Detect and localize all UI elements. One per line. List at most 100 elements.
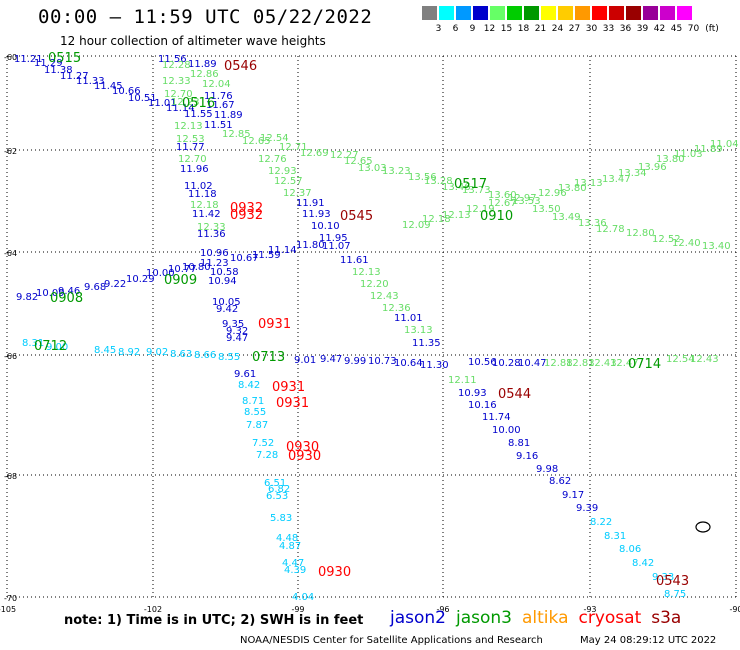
swh-label: 8.06	[619, 544, 641, 555]
swh-label: 12.47	[610, 358, 639, 369]
lat-label: -66	[4, 352, 17, 361]
satellite-legend: jason2 jason3 altika cryosat s3a	[390, 608, 691, 628]
swh-label: 11.23	[200, 258, 229, 269]
swh-label: 11.04	[710, 139, 739, 150]
legend-swatch	[490, 6, 505, 20]
legend-label: 36	[619, 24, 632, 34]
swh-label: 12.13	[352, 267, 381, 278]
swh-label: 11.89	[188, 59, 217, 70]
legend-swatch	[592, 6, 607, 20]
axis-labels: -60 -62 -64 -66 -68 -70 -105 -102 -99 -96 -93 -90	[0, 53, 740, 614]
legend-swatch	[643, 6, 658, 20]
swh-label: 11.07	[322, 241, 351, 252]
legend-label: 21	[534, 24, 547, 34]
lon-label: -105	[0, 605, 16, 614]
swh-label: 10.73	[368, 356, 397, 367]
swh-label: 11.61	[340, 255, 369, 266]
swh-label: 10.28	[492, 358, 521, 369]
swh-label: 9.98	[536, 464, 558, 475]
swh-label: 11.45	[94, 81, 123, 92]
swh-label: 10.05	[212, 297, 241, 308]
swh-label: 9.42	[216, 304, 238, 315]
legend-label: 27	[568, 24, 581, 34]
legend-swatch	[473, 6, 488, 20]
swh-label: 9.47	[320, 354, 342, 365]
swh-label: 12.27	[330, 150, 359, 161]
swh-label: 8.31	[22, 338, 44, 349]
legend-swatch	[439, 6, 454, 20]
legend-label: 33	[602, 24, 615, 34]
legend-label: 24	[551, 24, 564, 34]
swh-label: 12.43	[588, 358, 617, 369]
swh-label: 11.59	[252, 250, 281, 261]
swh-label: 11.30	[420, 360, 449, 371]
swh-label: 6.82	[268, 484, 290, 495]
lat-label: -64	[4, 249, 17, 258]
lat-label: -62	[4, 147, 17, 156]
swh-label: 12.83	[566, 358, 595, 369]
swh-label: 12.96	[538, 188, 567, 199]
satellite-legend-cryosat: cryosat	[578, 608, 642, 628]
legend-swatch	[524, 6, 539, 20]
pass-time-label: 0545	[340, 209, 373, 224]
swh-label: 12.18	[190, 200, 219, 211]
swh-label: 11.36	[197, 229, 226, 240]
swh-label: 12.65	[344, 156, 373, 167]
swh-label: 12.85	[222, 129, 251, 140]
swh-label: 12.67	[488, 198, 517, 209]
swh-label: 9.01	[294, 355, 316, 366]
swh-label: 9.47	[226, 333, 248, 344]
legend-label: 9	[469, 24, 476, 34]
swh-label: 11.29	[34, 58, 63, 69]
swh-label: 13.80	[558, 183, 587, 194]
pass-time-label: 0930	[286, 440, 319, 455]
swh-label: 12.69	[300, 148, 329, 159]
swh-label: 11.33	[76, 76, 105, 87]
lon-label: -102	[144, 605, 162, 614]
swh-label: 12.20	[360, 279, 389, 290]
swh-label: 13.23	[382, 166, 411, 177]
swh-label: 12.65	[242, 136, 271, 147]
lon-label: -96	[436, 605, 449, 614]
legend-label: 15	[500, 24, 513, 34]
swh-label: 12.57	[274, 176, 303, 187]
swh-label: 6.53	[266, 491, 288, 502]
swh-label: 12.19	[466, 204, 495, 215]
swh-label: 9.99	[344, 356, 366, 367]
swh-label: 9.22	[104, 279, 126, 290]
swh-label: 11.91	[296, 198, 325, 209]
swh-label: 7.87	[246, 420, 268, 431]
swh-label: 13.28	[424, 176, 453, 187]
swh-label: 12.18	[422, 214, 451, 225]
lon-label: -93	[583, 605, 596, 614]
swh-label: 12.33	[162, 76, 191, 87]
swh-label: 10.16	[468, 400, 497, 411]
swh-label: 8.66	[194, 350, 216, 361]
swh-label: 12.70	[178, 154, 207, 165]
swh-label: 12.33	[197, 222, 226, 233]
swh-label: 10.66	[112, 86, 141, 97]
swh-label: 13.34	[618, 168, 647, 179]
swh-label: 11.93	[302, 209, 331, 220]
legend-label: 70	[687, 24, 700, 34]
swh-label: 11.95	[319, 233, 348, 244]
swh-label: 13.03	[358, 163, 387, 174]
legend-label: 12	[483, 24, 496, 34]
swh-label: 11.67	[206, 100, 235, 111]
swh-label: 11.42	[192, 209, 221, 220]
swh-label: 12.71	[279, 142, 308, 153]
swh-label: 10.64	[394, 358, 423, 369]
legend-swatch	[541, 6, 556, 20]
swh-label: 13.13	[404, 325, 433, 336]
swh-label: 8.42	[632, 558, 654, 569]
swh-label: 12.86	[190, 69, 219, 80]
swh-label: 4.48	[276, 533, 298, 544]
legend-swatch	[609, 6, 624, 20]
legend-label: 6	[452, 24, 459, 34]
swh-label: 11.77	[176, 142, 205, 153]
swh-label: 12.36	[382, 303, 411, 314]
footer-note: note: 1) Time is in UTC; 2) SWH is in fe…	[64, 613, 364, 628]
swh-label: 12.93	[268, 166, 297, 177]
pass-time-label: 0714	[628, 357, 661, 372]
